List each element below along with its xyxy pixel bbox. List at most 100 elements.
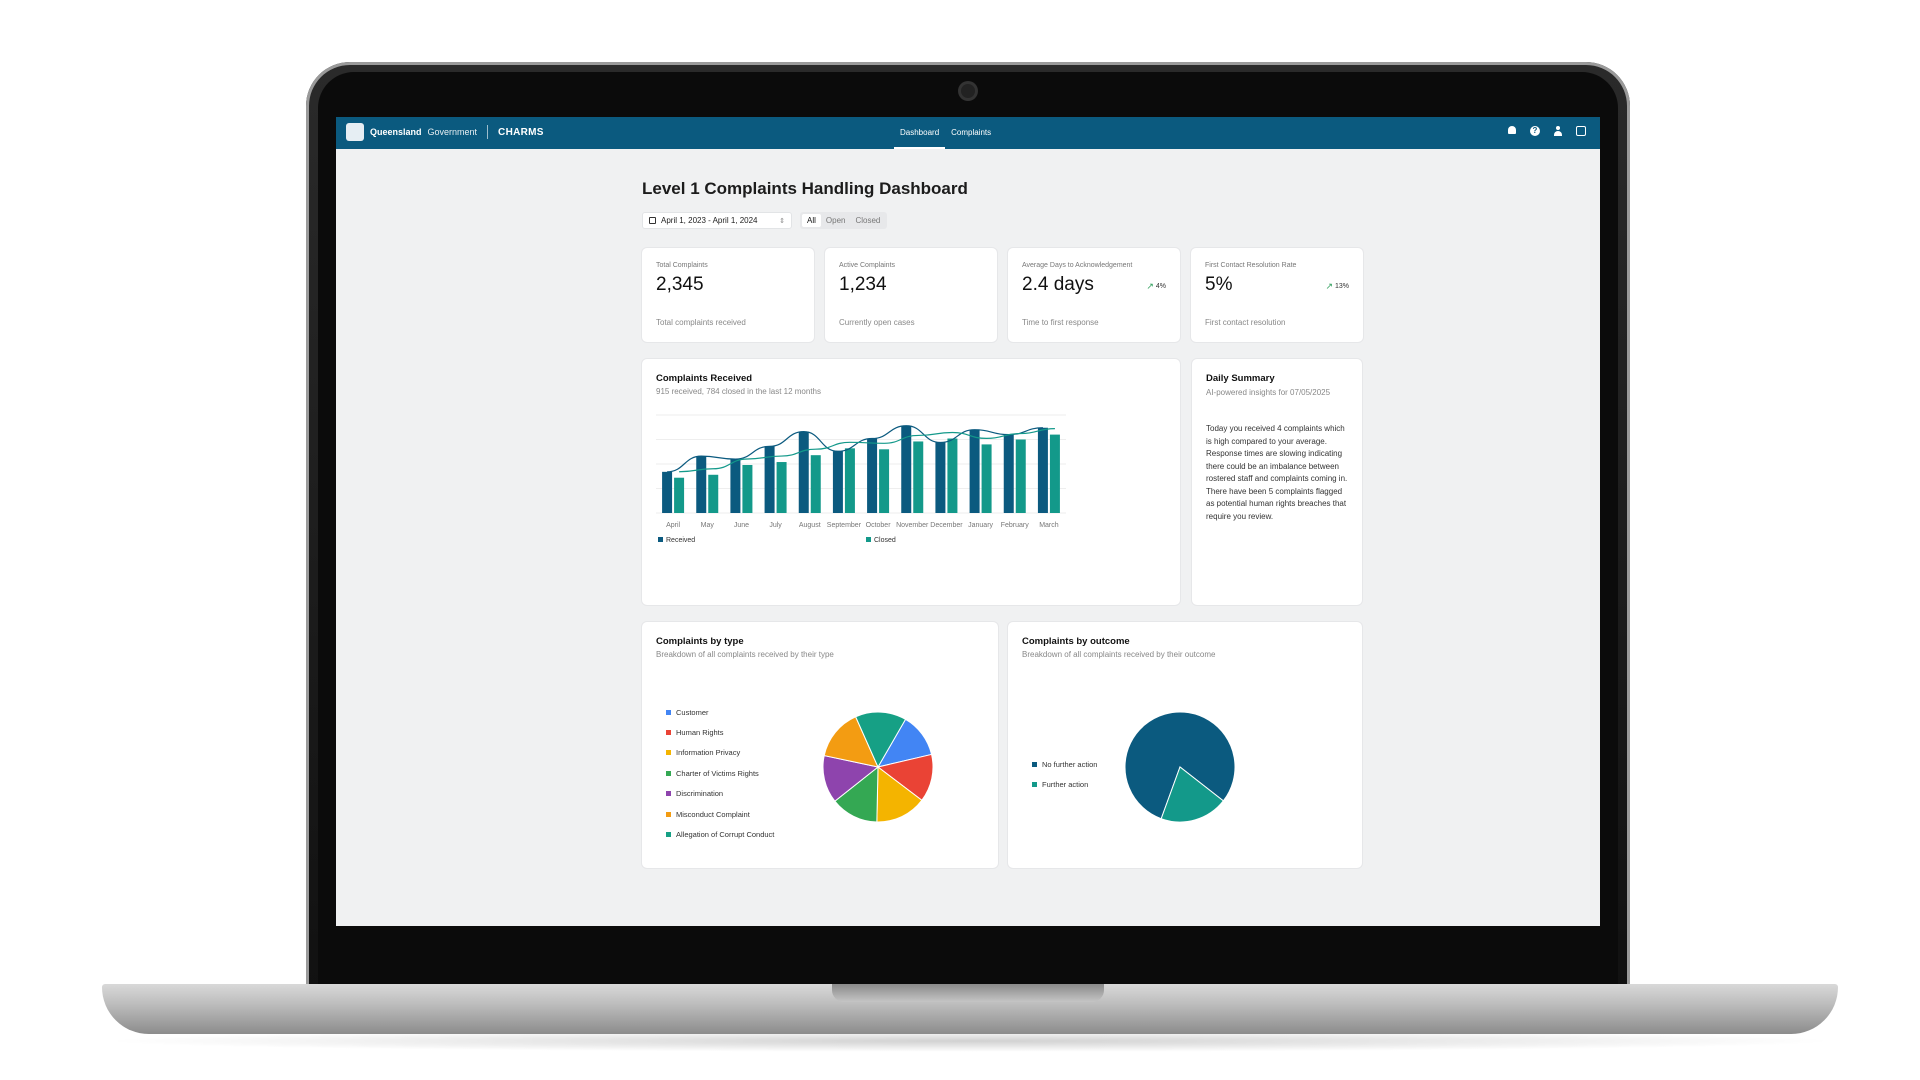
pie-slice-no-further-action bbox=[1124, 711, 1236, 820]
legend-swatch-closed bbox=[866, 537, 871, 542]
bar-closed-december bbox=[947, 438, 958, 513]
type-legend: Customer Human Rights Information Privacy C… bbox=[666, 702, 774, 845]
pie-slice-allegation-of-corrupt-conduct bbox=[854, 711, 907, 769]
card-title: Daily Summary bbox=[1206, 373, 1275, 384]
camera-icon bbox=[961, 84, 975, 98]
closed-trend-line bbox=[679, 428, 1055, 473]
kpi-active-complaints: Active Complaints 1,234 Currently open c… bbox=[825, 248, 997, 342]
legend-item: Further action bbox=[1032, 774, 1097, 794]
status-filter: All Open Closed bbox=[800, 212, 888, 229]
calendar-icon bbox=[649, 217, 656, 224]
legend-item: Discrimination bbox=[666, 784, 774, 804]
bar-received-may bbox=[696, 456, 707, 513]
user-icon[interactable] bbox=[1553, 126, 1563, 136]
brand[interactable]: Queensland Government CHARMS bbox=[346, 123, 544, 141]
legend-item: No further action bbox=[1032, 754, 1097, 774]
logout-icon[interactable] bbox=[1576, 126, 1586, 136]
card-subtitle: 915 received, 784 closed in the last 12 … bbox=[656, 387, 821, 396]
complaints-by-outcome-pie bbox=[1124, 711, 1236, 823]
legend-label: No further action bbox=[1042, 759, 1098, 769]
bar-received-december bbox=[935, 442, 946, 513]
date-range-value: April 1, 2023 - April 1, 2024 bbox=[661, 216, 758, 225]
legend-label: Allegation of Corrupt Conduct bbox=[676, 830, 775, 840]
kpi-delta: ↗ 4% bbox=[1146, 281, 1166, 292]
chevron-updown-icon: ⇕ bbox=[779, 217, 785, 225]
legend-item: Information Privacy bbox=[666, 743, 774, 763]
legend-label: Charter of Victims Rights bbox=[676, 768, 759, 778]
x-tick-label: November bbox=[896, 522, 929, 529]
screen: Queensland Government CHARMS Dashboard C… bbox=[336, 117, 1600, 926]
bar-closed-may bbox=[708, 474, 719, 513]
kpi-value: 2.4 days bbox=[1022, 274, 1094, 295]
tab-complaints[interactable]: Complaints bbox=[951, 128, 992, 137]
legend-label: Further action bbox=[1042, 780, 1089, 790]
bar-closed-june bbox=[742, 464, 753, 513]
bar-received-november bbox=[901, 425, 912, 513]
bar-received-september bbox=[832, 451, 843, 513]
bar-received-october bbox=[867, 438, 878, 513]
kpi-sub: First contact resolution bbox=[1205, 318, 1286, 327]
filter-closed[interactable]: Closed bbox=[855, 216, 881, 225]
x-tick-label: September bbox=[827, 522, 862, 529]
x-tick-label: December bbox=[930, 522, 963, 529]
kpi-label: First Contact Resolution Rate bbox=[1205, 262, 1297, 269]
legend-swatch bbox=[1032, 761, 1037, 767]
bar-closed-november bbox=[913, 441, 924, 513]
x-tick-label: June bbox=[734, 522, 749, 529]
top-navigation-bar: Queensland Government CHARMS Dashboard C… bbox=[336, 117, 1600, 149]
kpi-label: Total Complaints bbox=[656, 262, 708, 269]
summary-text: Today you received 4 complaints which is… bbox=[1206, 424, 1348, 521]
legend-label: Information Privacy bbox=[676, 748, 741, 758]
legend-item: Allegation of Corrupt Conduct bbox=[666, 824, 774, 844]
card-title: Complaints by outcome bbox=[1022, 636, 1130, 647]
card-subtitle: AI-powered insights for 07/05/2025 bbox=[1206, 388, 1331, 397]
kpi-label: Average Days to Acknowledgement bbox=[1022, 262, 1133, 269]
legend-item: Human Rights bbox=[666, 722, 774, 742]
legend-label: Discrimination bbox=[676, 789, 724, 799]
x-tick-label: February bbox=[1001, 522, 1030, 529]
pie-slice-information-privacy bbox=[876, 766, 923, 823]
kpi-sub: Currently open cases bbox=[839, 318, 915, 327]
bar-closed-august bbox=[810, 455, 821, 513]
filter-all[interactable]: All bbox=[802, 214, 821, 227]
help-icon[interactable]: ? bbox=[1530, 126, 1540, 136]
date-range-select[interactable]: April 1, 2023 - April 1, 2024 ⇕ bbox=[642, 212, 792, 229]
trend-up-icon: ↗ bbox=[1146, 281, 1154, 291]
x-tick-label: April bbox=[666, 522, 680, 529]
kpi-value: 5% bbox=[1205, 274, 1233, 295]
bar-closed-october bbox=[879, 449, 890, 513]
card-title: Complaints Received bbox=[656, 373, 753, 384]
kpi-delta: ↗ 13% bbox=[1325, 281, 1349, 292]
legend-swatch bbox=[666, 709, 671, 715]
bar-closed-april bbox=[674, 477, 685, 513]
bar-received-april bbox=[662, 471, 673, 513]
bar-received-july bbox=[764, 446, 775, 513]
legend-swatch bbox=[666, 750, 671, 756]
header-icons: ? bbox=[1507, 126, 1586, 136]
x-tick-label: May bbox=[701, 522, 715, 529]
complaints-received-card: Complaints Received 915 received, 784 cl… bbox=[642, 359, 1180, 605]
bar-closed-september bbox=[844, 448, 855, 513]
complaints-by-type-pie bbox=[822, 711, 934, 823]
kpi-first-contact-resolution: First Contact Resolution Rate 5% ↗ 13% Fi… bbox=[1191, 248, 1363, 342]
bar-received-august bbox=[798, 431, 809, 513]
bar-received-february bbox=[1003, 434, 1014, 513]
filter-open[interactable]: Open bbox=[825, 216, 846, 225]
legend-swatch bbox=[666, 730, 671, 736]
kpi-delta-value: 13% bbox=[1334, 283, 1349, 290]
kpi-value: 2,345 bbox=[656, 274, 704, 295]
complaints-received-chart: April May June July August September October No… bbox=[656, 414, 1066, 544]
card-title: Complaints by type bbox=[656, 636, 744, 647]
card-subtitle: Breakdown of all complaints received by … bbox=[656, 650, 834, 659]
app-name: CHARMS bbox=[498, 126, 544, 138]
brand-main: Queensland bbox=[370, 127, 422, 137]
main-nav: Dashboard Complaints bbox=[894, 117, 997, 149]
legend-swatch bbox=[666, 832, 671, 838]
legend-swatch bbox=[666, 791, 671, 797]
complaints-by-outcome-card: Complaints by outcome Breakdown of all c… bbox=[1008, 622, 1362, 868]
bell-icon[interactable] bbox=[1507, 126, 1517, 136]
bar-received-june bbox=[730, 459, 741, 513]
tab-dashboard[interactable]: Dashboard bbox=[894, 117, 946, 149]
brand-divider bbox=[487, 125, 489, 139]
queensland-crest-icon bbox=[346, 123, 364, 141]
